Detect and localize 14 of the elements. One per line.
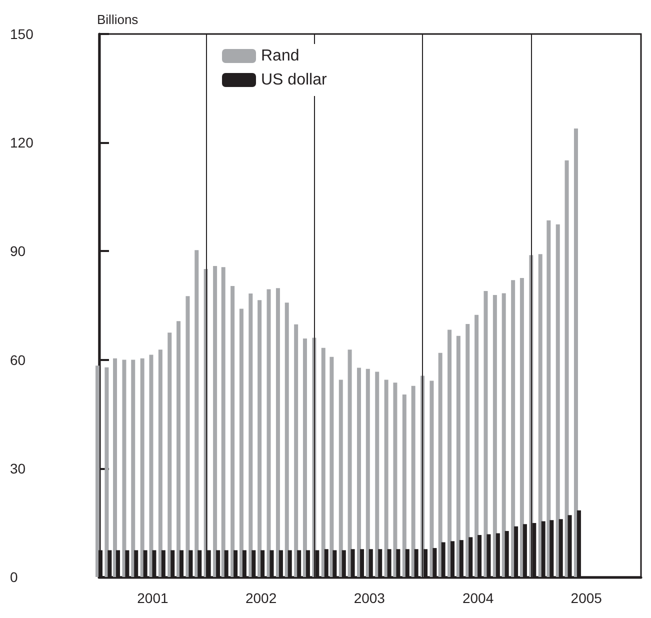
x-tick-label: 2005: [570, 590, 602, 606]
y-tick-label: 30: [10, 460, 26, 476]
x-tick-label: 2003: [354, 590, 386, 606]
y-tick-label: 150: [10, 26, 34, 42]
y-axis-title: Billions: [97, 12, 139, 27]
legend-label: Rand: [261, 48, 300, 64]
y-tick-label: 90: [10, 243, 26, 260]
legend-label: US dollar: [261, 72, 328, 88]
y-tick-label: 0: [10, 569, 18, 585]
x-tick-label: 2001: [137, 590, 169, 606]
x-tick-label: 2004: [462, 590, 494, 606]
y-tick-label: 60: [10, 352, 26, 368]
x-tick-label: 2002: [245, 590, 277, 606]
y-tick-label: 120: [10, 134, 34, 151]
